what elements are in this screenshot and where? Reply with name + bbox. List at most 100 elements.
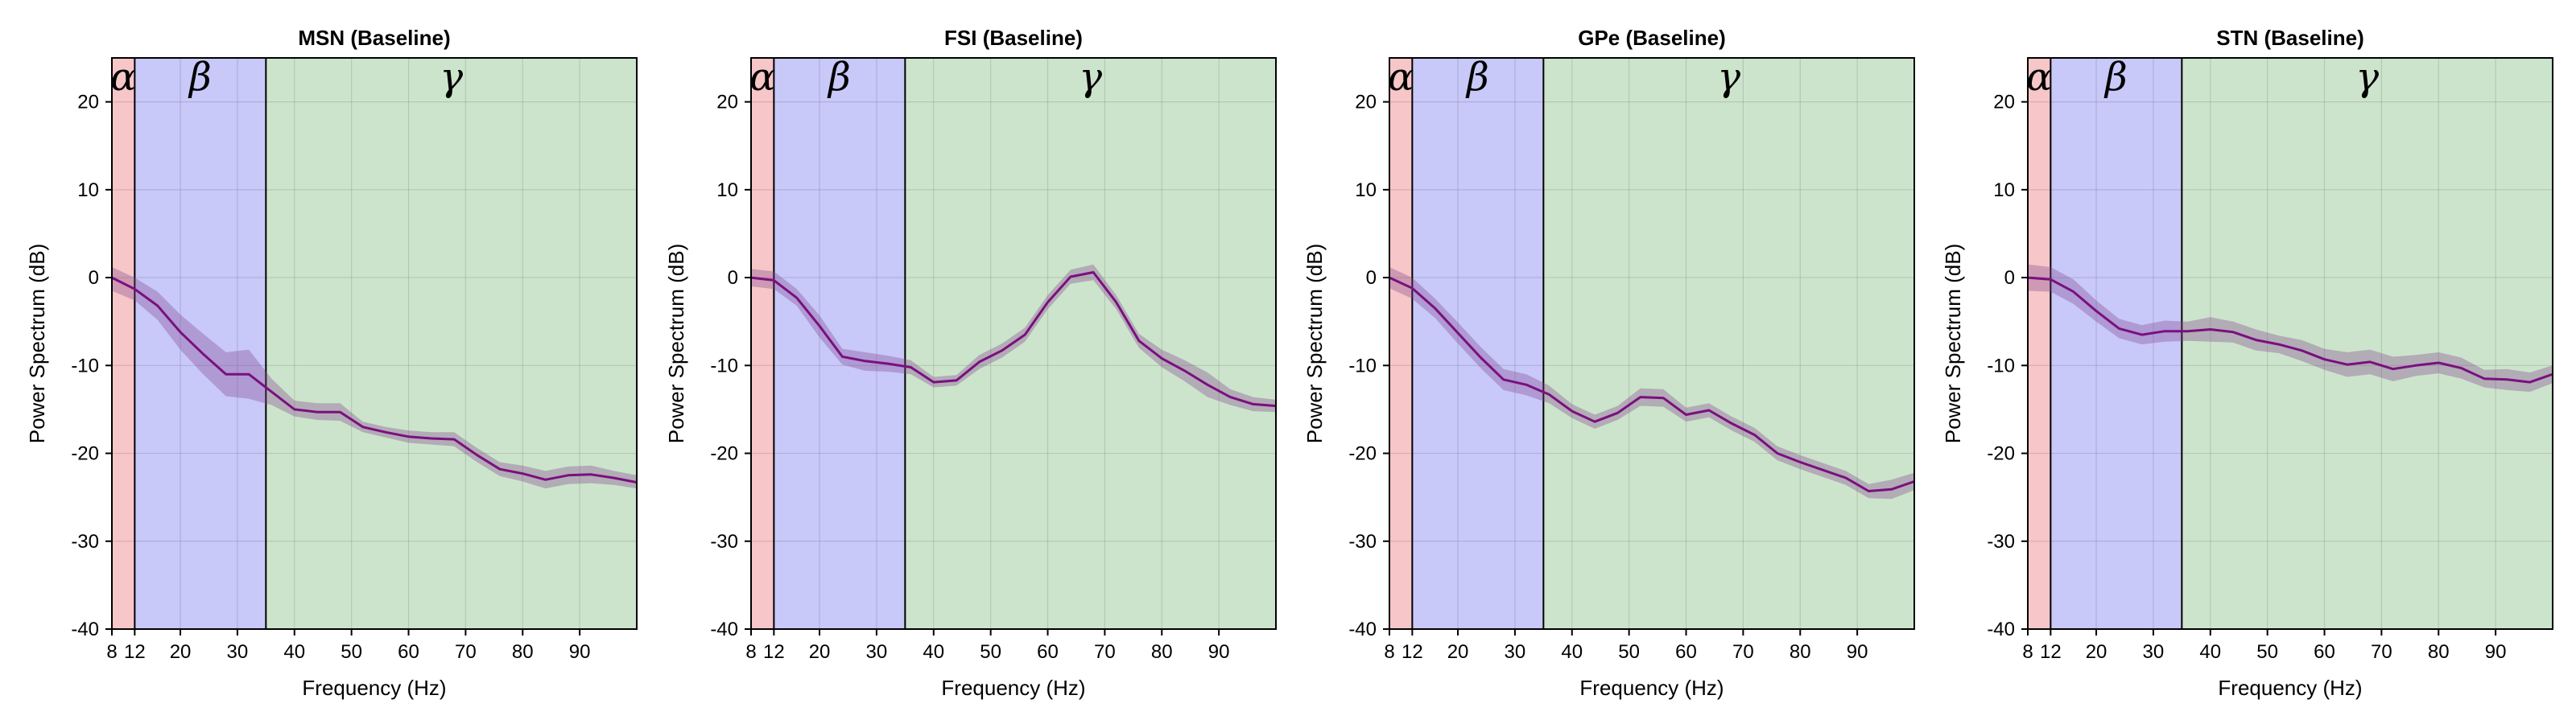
y-tick-label: 10 bbox=[1355, 179, 1377, 201]
x-tick-label: 80 bbox=[1790, 641, 1811, 663]
band-label: α bbox=[749, 55, 775, 100]
y-tick-label: -30 bbox=[1348, 531, 1377, 553]
band-region bbox=[1412, 58, 1544, 629]
x-tick-label: 8 bbox=[745, 641, 756, 663]
x-tick-label: 30 bbox=[1505, 641, 1526, 663]
band-region bbox=[112, 58, 135, 629]
y-tick-label: -30 bbox=[1987, 531, 2015, 553]
chart-panel-1: α β γ 8 12 20 30 40 50 60 70 80 90 -40 -30 -20 -10 0 10 20 M… bbox=[25, 26, 638, 700]
y-tick-label: 20 bbox=[1355, 92, 1377, 113]
x-tick-label: 8 bbox=[2022, 641, 2033, 663]
plot-frame bbox=[2027, 57, 2553, 630]
chart-panel-2: α β γ 8 12 20 30 40 50 60 70 80 90 -40 -30 -20 -10 0 10 20 F… bbox=[664, 26, 1277, 700]
y-tick-label: 20 bbox=[77, 92, 99, 113]
x-tick-label: 12 bbox=[763, 641, 785, 663]
y-tick-label: 10 bbox=[716, 179, 738, 201]
x-tick-label: 30 bbox=[227, 641, 249, 663]
y-axis-label: Power Spectrum (dB) bbox=[1941, 244, 1965, 444]
y-tick-label: 20 bbox=[716, 92, 738, 113]
x-axis-label: Frequency (Hz) bbox=[941, 676, 1085, 700]
x-axis-label: Frequency (Hz) bbox=[2218, 676, 2362, 700]
y-tick-label: -10 bbox=[71, 355, 99, 376]
y-tick-label: 0 bbox=[728, 267, 738, 289]
y-tick-label: -20 bbox=[710, 443, 738, 465]
chart-panel-3: α β γ 8 12 20 30 40 50 60 70 80 90 -40 -30 -20 -10 0 10 20 G… bbox=[1302, 26, 1915, 700]
y-tick-label: 10 bbox=[1993, 179, 2015, 201]
y-tick-label: 0 bbox=[2004, 267, 2015, 289]
band-region bbox=[2028, 58, 2051, 629]
x-tick-label: 50 bbox=[980, 641, 1001, 663]
band-label: α bbox=[2026, 55, 2052, 100]
x-tick-label: 40 bbox=[283, 641, 305, 663]
y-tick-label: -20 bbox=[71, 443, 99, 465]
x-tick-label: 30 bbox=[2143, 641, 2165, 663]
band-region bbox=[134, 58, 266, 629]
series-confidence-band bbox=[2028, 264, 2553, 393]
x-tick-label: 90 bbox=[1847, 641, 1868, 663]
x-tick-label: 80 bbox=[512, 641, 534, 663]
x-tick-label: 30 bbox=[866, 641, 888, 663]
y-tick-label: -10 bbox=[1987, 355, 2015, 376]
y-tick-label: -40 bbox=[1987, 619, 2015, 640]
band-region bbox=[751, 58, 774, 629]
x-tick-label: 60 bbox=[1037, 641, 1059, 663]
band-region bbox=[905, 58, 1276, 629]
series-confidence-band bbox=[112, 267, 637, 489]
x-tick-label: 12 bbox=[1402, 641, 1423, 663]
x-tick-label: 90 bbox=[1208, 641, 1230, 663]
y-tick-label: -40 bbox=[710, 619, 738, 640]
band-label: γ bbox=[1079, 55, 1102, 100]
chart-panel-4: α β γ 8 12 20 30 40 50 60 70 80 90 -40 -30 -20 -10 0 10 20 S… bbox=[1941, 26, 2553, 700]
band-label: β bbox=[1465, 55, 1489, 100]
x-tick-label: 20 bbox=[809, 641, 831, 663]
chart-title: FSI (Baseline) bbox=[944, 26, 1083, 50]
band-label: γ bbox=[2355, 55, 2379, 100]
band-label: γ bbox=[1717, 55, 1740, 100]
x-tick-label: 40 bbox=[2199, 641, 2221, 663]
band-region bbox=[266, 58, 637, 629]
x-tick-label: 40 bbox=[1561, 641, 1583, 663]
x-tick-label: 80 bbox=[2428, 641, 2450, 663]
y-tick-label: -40 bbox=[1348, 619, 1377, 640]
y-tick-label: -10 bbox=[710, 355, 738, 376]
x-tick-label: 50 bbox=[2256, 641, 2278, 663]
x-tick-label: 80 bbox=[1151, 641, 1173, 663]
x-tick-label: 70 bbox=[1094, 641, 1116, 663]
x-tick-label: 50 bbox=[1618, 641, 1640, 663]
series-line bbox=[1389, 276, 1915, 492]
plot-frame bbox=[1389, 57, 1915, 630]
series-confidence-band bbox=[751, 264, 1276, 413]
y-tick-label: -40 bbox=[71, 619, 99, 640]
y-tick-label: -10 bbox=[1348, 355, 1377, 376]
band-region bbox=[1543, 58, 1914, 629]
band-label: α bbox=[110, 55, 136, 100]
y-tick-label: -20 bbox=[1348, 443, 1377, 465]
y-axis-label: Power Spectrum (dB) bbox=[25, 244, 49, 444]
x-tick-label: 70 bbox=[1732, 641, 1754, 663]
x-tick-label: 90 bbox=[569, 641, 591, 663]
band-region bbox=[774, 58, 906, 629]
x-tick-label: 12 bbox=[2040, 641, 2062, 663]
band-region bbox=[2182, 58, 2553, 629]
x-axis-label: Frequency (Hz) bbox=[1579, 676, 1724, 700]
y-tick-label: 10 bbox=[77, 179, 99, 201]
y-axis-label: Power Spectrum (dB) bbox=[1302, 244, 1327, 444]
y-tick-label: -20 bbox=[1987, 443, 2015, 465]
x-tick-label: 8 bbox=[106, 641, 117, 663]
series-line bbox=[750, 271, 1277, 408]
y-axis-label: Power Spectrum (dB) bbox=[664, 244, 688, 444]
series-line bbox=[2027, 276, 2553, 384]
x-tick-label: 90 bbox=[2485, 641, 2507, 663]
band-label: β bbox=[188, 55, 212, 100]
plot-frame bbox=[750, 57, 1277, 630]
y-tick-label: 0 bbox=[89, 267, 99, 289]
x-tick-label: 60 bbox=[1675, 641, 1697, 663]
x-tick-label: 20 bbox=[1447, 641, 1469, 663]
band-label: β bbox=[827, 55, 851, 100]
y-tick-label: 20 bbox=[1993, 92, 2015, 113]
chart-title: GPe (Baseline) bbox=[1578, 26, 1726, 50]
x-tick-label: 12 bbox=[124, 641, 146, 663]
band-label: α bbox=[1388, 55, 1414, 100]
chart-title: MSN (Baseline) bbox=[298, 26, 450, 50]
